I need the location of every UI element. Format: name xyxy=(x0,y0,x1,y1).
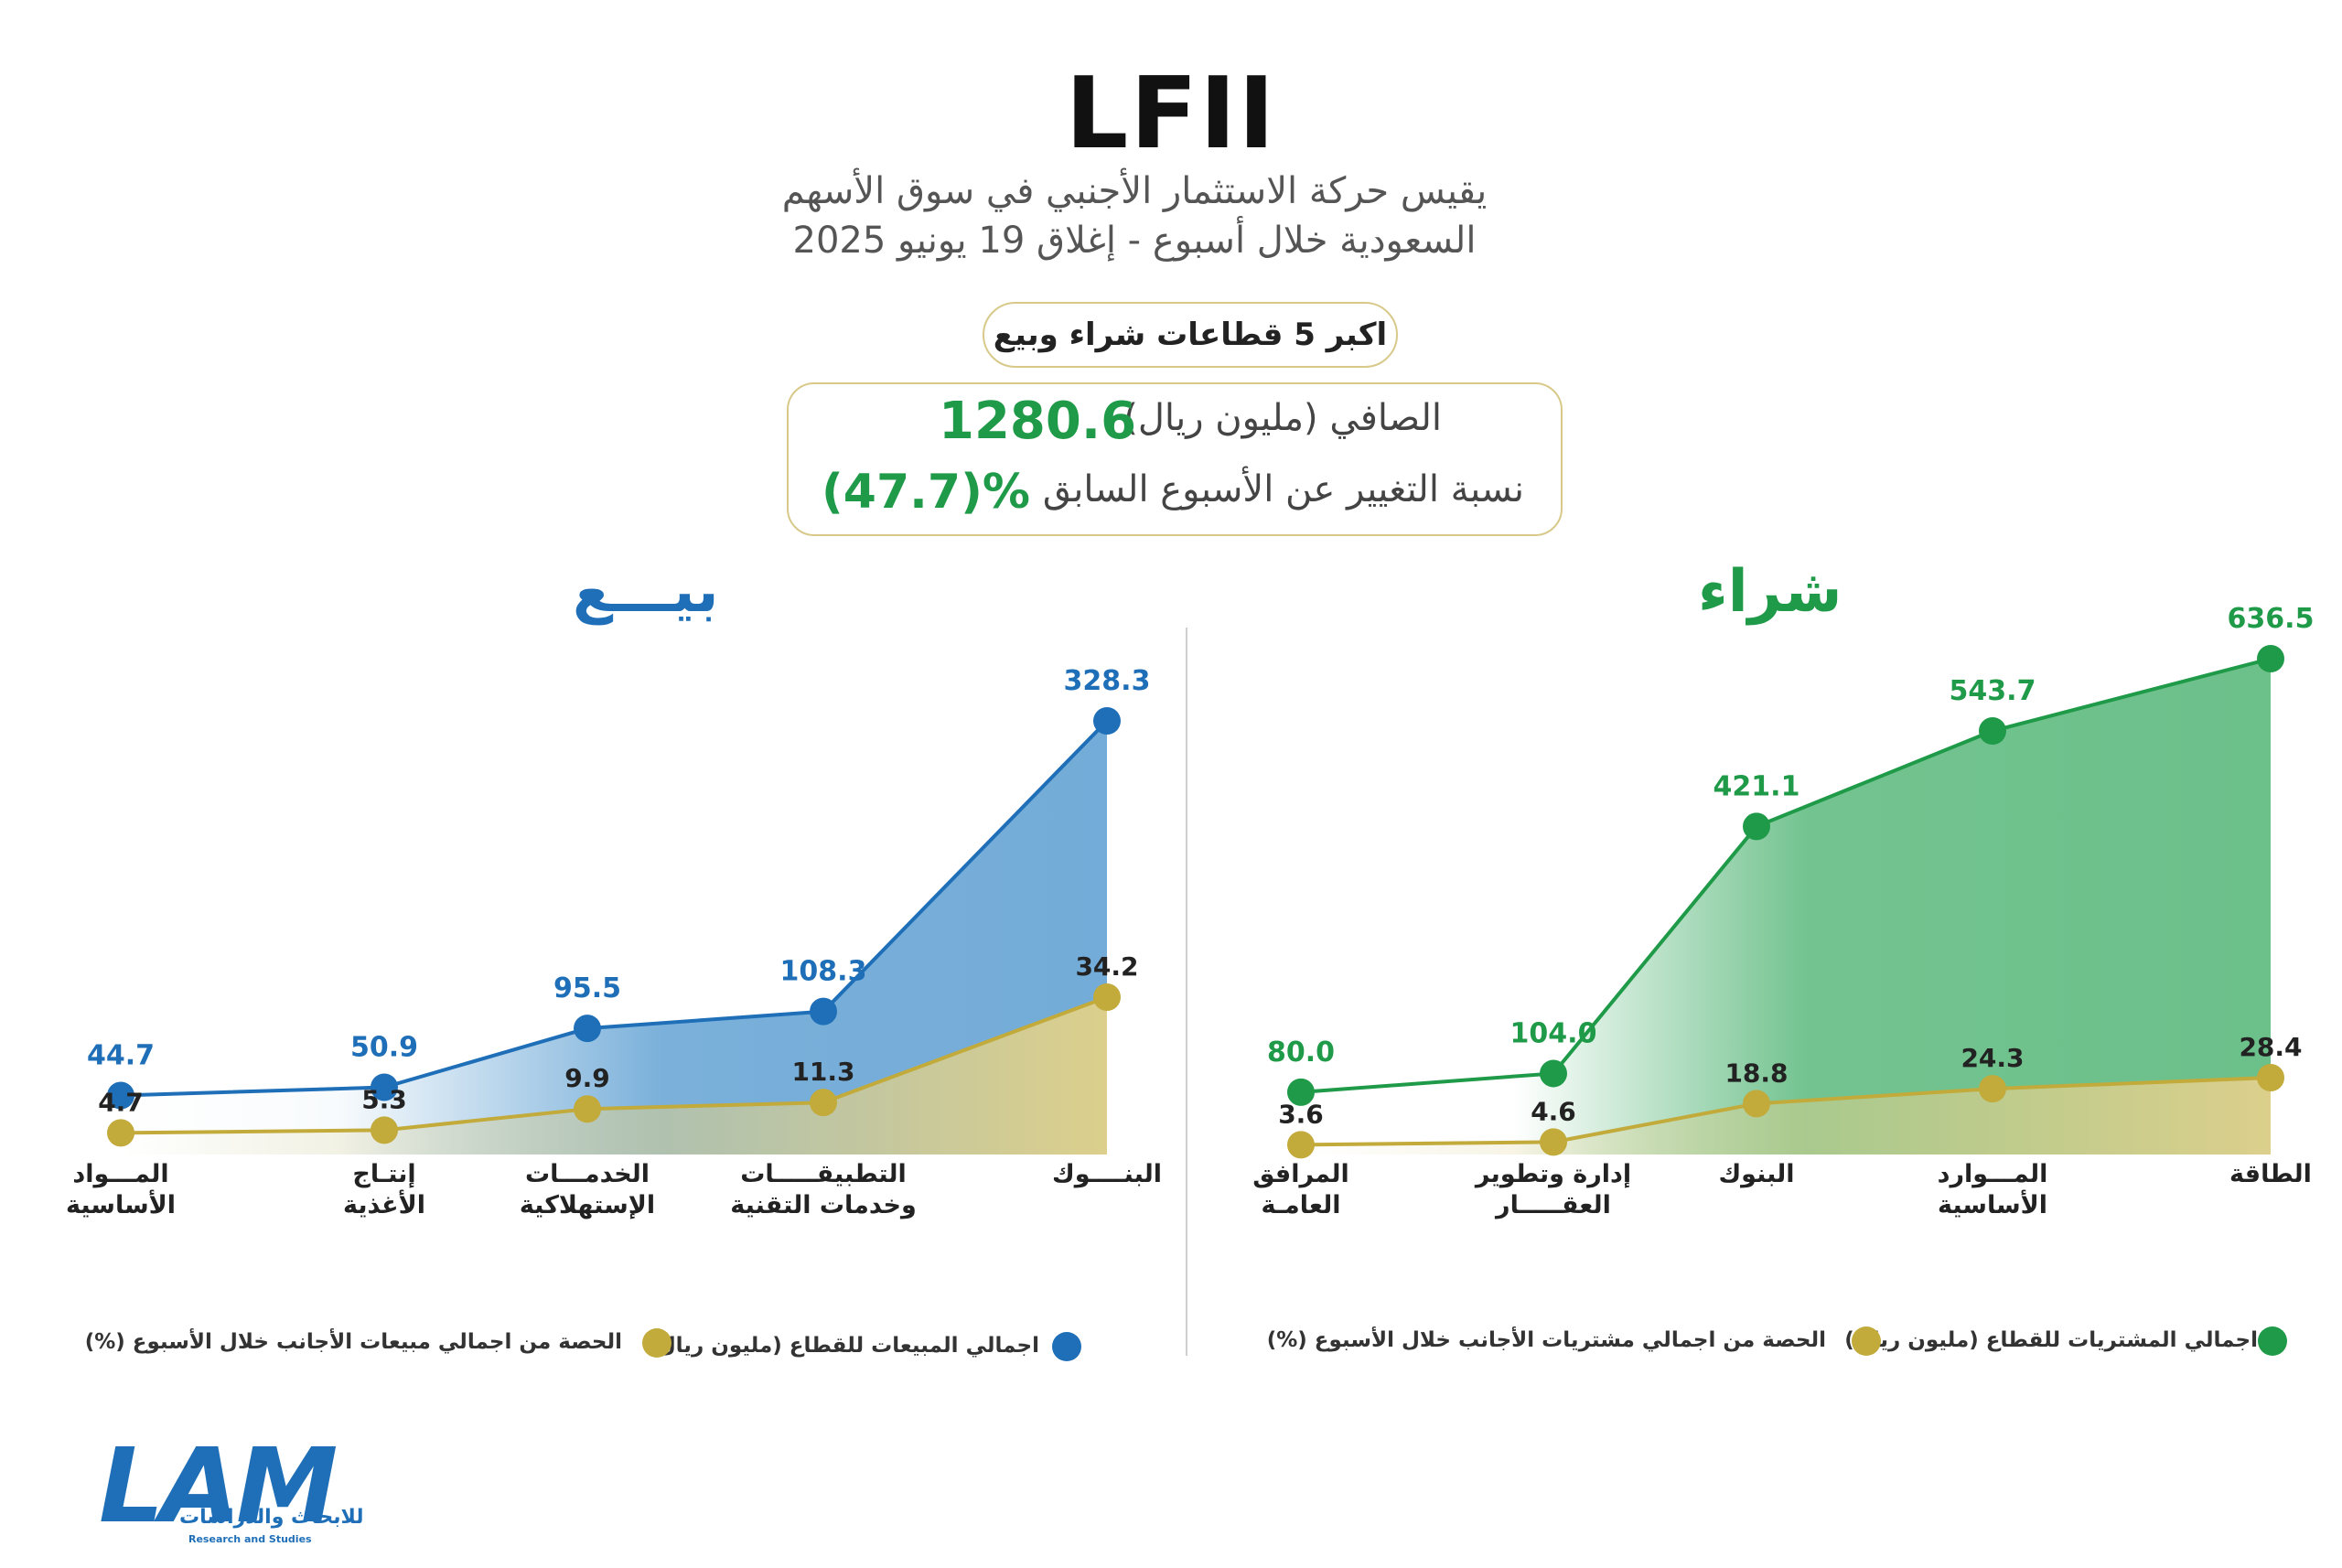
buy-share-label: 4.6 xyxy=(1531,1096,1576,1126)
sell-category-label: المـــواد xyxy=(72,1160,168,1188)
section-divider xyxy=(1186,628,1187,1356)
sell-category-label: الأغذية xyxy=(343,1189,425,1219)
legend-sell-share: الحصة من اجمالي مبيعات الأجانب خلال الأس… xyxy=(84,1330,622,1354)
buy-share-point xyxy=(1287,1131,1315,1159)
logo-english-text: Research and Studies xyxy=(188,1533,312,1545)
sell-total-area xyxy=(121,721,1107,1155)
net-summary-box: الصافي (مليون ريال) 1280.6 نسبة التغيير … xyxy=(787,382,1563,536)
buy-category-label: العقـــــار xyxy=(1494,1191,1611,1219)
subtitle-line-2: السعودية خلال أسبوع - إغلاق 19 يونيو 202… xyxy=(792,220,1477,262)
sell-share-area xyxy=(121,997,1107,1155)
logo-arabic-text: للابحاث والدراسات xyxy=(179,1506,364,1529)
subtitle-line-1: يقيس حركة الاستثمار الأجنبي في سوق الأسه… xyxy=(781,170,1488,212)
sell-share-label: 11.3 xyxy=(791,1057,854,1087)
buy-category-label: إدارة وتطوير xyxy=(1474,1160,1631,1188)
sell-total-point xyxy=(107,1081,134,1110)
legend-buy-total-marker xyxy=(2258,1326,2287,1356)
buy-category-label: الطاقة xyxy=(2229,1160,2312,1188)
net-value: 1280.6 xyxy=(939,392,1137,451)
buy-share-point xyxy=(1979,1075,2006,1103)
buy-category-label: العامـة xyxy=(1261,1191,1340,1219)
buy-total-label: 543.7 xyxy=(1950,675,2036,707)
buy-share-label: 28.4 xyxy=(2239,1032,2302,1062)
sell-category-label: التطبيقـــــات xyxy=(740,1160,907,1188)
sell-share-label: 5.3 xyxy=(361,1084,407,1114)
sell-total-point xyxy=(810,997,837,1026)
sell-share-label: 9.9 xyxy=(564,1063,610,1093)
net-label: الصافي (مليون ريال) xyxy=(1123,397,1442,439)
buy-total-point xyxy=(1540,1059,1567,1088)
sell-total-label: 44.7 xyxy=(87,1039,155,1071)
buy-total-point xyxy=(1743,812,1770,841)
sell-category-label: وخدمات التقنية xyxy=(730,1191,917,1219)
buy-share-point xyxy=(1743,1090,1770,1118)
buy-total-label: 636.5 xyxy=(2228,603,2315,635)
legend-sell-total-marker xyxy=(1052,1332,1081,1361)
buy-total-area xyxy=(1301,659,2271,1155)
sell-total-point xyxy=(1093,707,1121,735)
sell-share-label: 4.7 xyxy=(98,1087,144,1117)
sell-share-point xyxy=(810,1089,837,1117)
buy-share-point xyxy=(2257,1064,2284,1091)
top-sectors-pill: اكبر 5 قطاعات شراء وبيع xyxy=(983,302,1398,368)
buy-section-title: شراء xyxy=(1698,558,1842,626)
sell-share-point xyxy=(1093,983,1121,1011)
buy-total-point xyxy=(1979,717,2006,746)
buy-category-label: المرافق xyxy=(1252,1160,1349,1188)
legend-buy-total: اجمالي المشتريات للقطاع (مليون ريال) xyxy=(1844,1328,2258,1352)
legend-sell-share-marker xyxy=(642,1328,671,1358)
buy-category-label: البنوك xyxy=(1718,1160,1794,1188)
buy-total-label: 421.1 xyxy=(1714,770,1800,802)
sell-category-label: الخدمـــات xyxy=(525,1160,650,1188)
sell-share-point xyxy=(371,1116,398,1144)
sell-total-point xyxy=(574,1015,601,1043)
sell-category-label: البنــــوك xyxy=(1052,1160,1162,1188)
buy-total-point xyxy=(2257,645,2284,672)
logo-wordmark: LAM xyxy=(99,1427,338,1546)
buy-share-label: 3.6 xyxy=(1278,1099,1324,1129)
sell-category-label: الإستهلاكية xyxy=(520,1191,655,1219)
legend-buy-share: الحصة من اجمالي مشتريات الأجانب خلال الأ… xyxy=(1266,1328,1826,1352)
legend-buy-share-marker xyxy=(1852,1326,1881,1356)
sell-total-label: 108.3 xyxy=(780,956,867,988)
buy-total-point xyxy=(1287,1078,1315,1106)
sell-total-point xyxy=(371,1073,398,1101)
buy-total-label: 80.0 xyxy=(1267,1036,1335,1069)
sell-total-label: 50.9 xyxy=(350,1032,418,1064)
sell-share-point xyxy=(107,1119,134,1147)
buy-share-point xyxy=(1540,1128,1567,1156)
sell-category-label: إنتـاج xyxy=(352,1160,415,1188)
sell-share-label: 34.2 xyxy=(1075,951,1138,982)
change-label: نسبة التغيير عن الأسبوع السابق xyxy=(1042,468,1524,510)
buy-share-label: 18.8 xyxy=(1724,1058,1788,1088)
buy-category-label: الأساسية xyxy=(1938,1189,2047,1219)
sell-total-label: 328.3 xyxy=(1064,665,1151,697)
sell-share-point xyxy=(574,1095,601,1123)
sell-section-title: بيـــع xyxy=(573,558,719,626)
change-value: (47.7)% xyxy=(822,465,1030,520)
buy-share-area xyxy=(1301,1078,2271,1155)
buy-total-label: 104.0 xyxy=(1510,1017,1597,1049)
sell-total-label: 95.5 xyxy=(553,972,621,1004)
page-title: LFII xyxy=(1065,57,1277,171)
legend-sell-total: اجمالي المبيعات للقطاع (مليون ريال) xyxy=(648,1334,1039,1358)
buy-share-label: 24.3 xyxy=(1961,1043,2024,1073)
sell-category-label: الأساسية xyxy=(66,1189,176,1219)
buy-category-label: المـــوارد xyxy=(1938,1160,2048,1188)
